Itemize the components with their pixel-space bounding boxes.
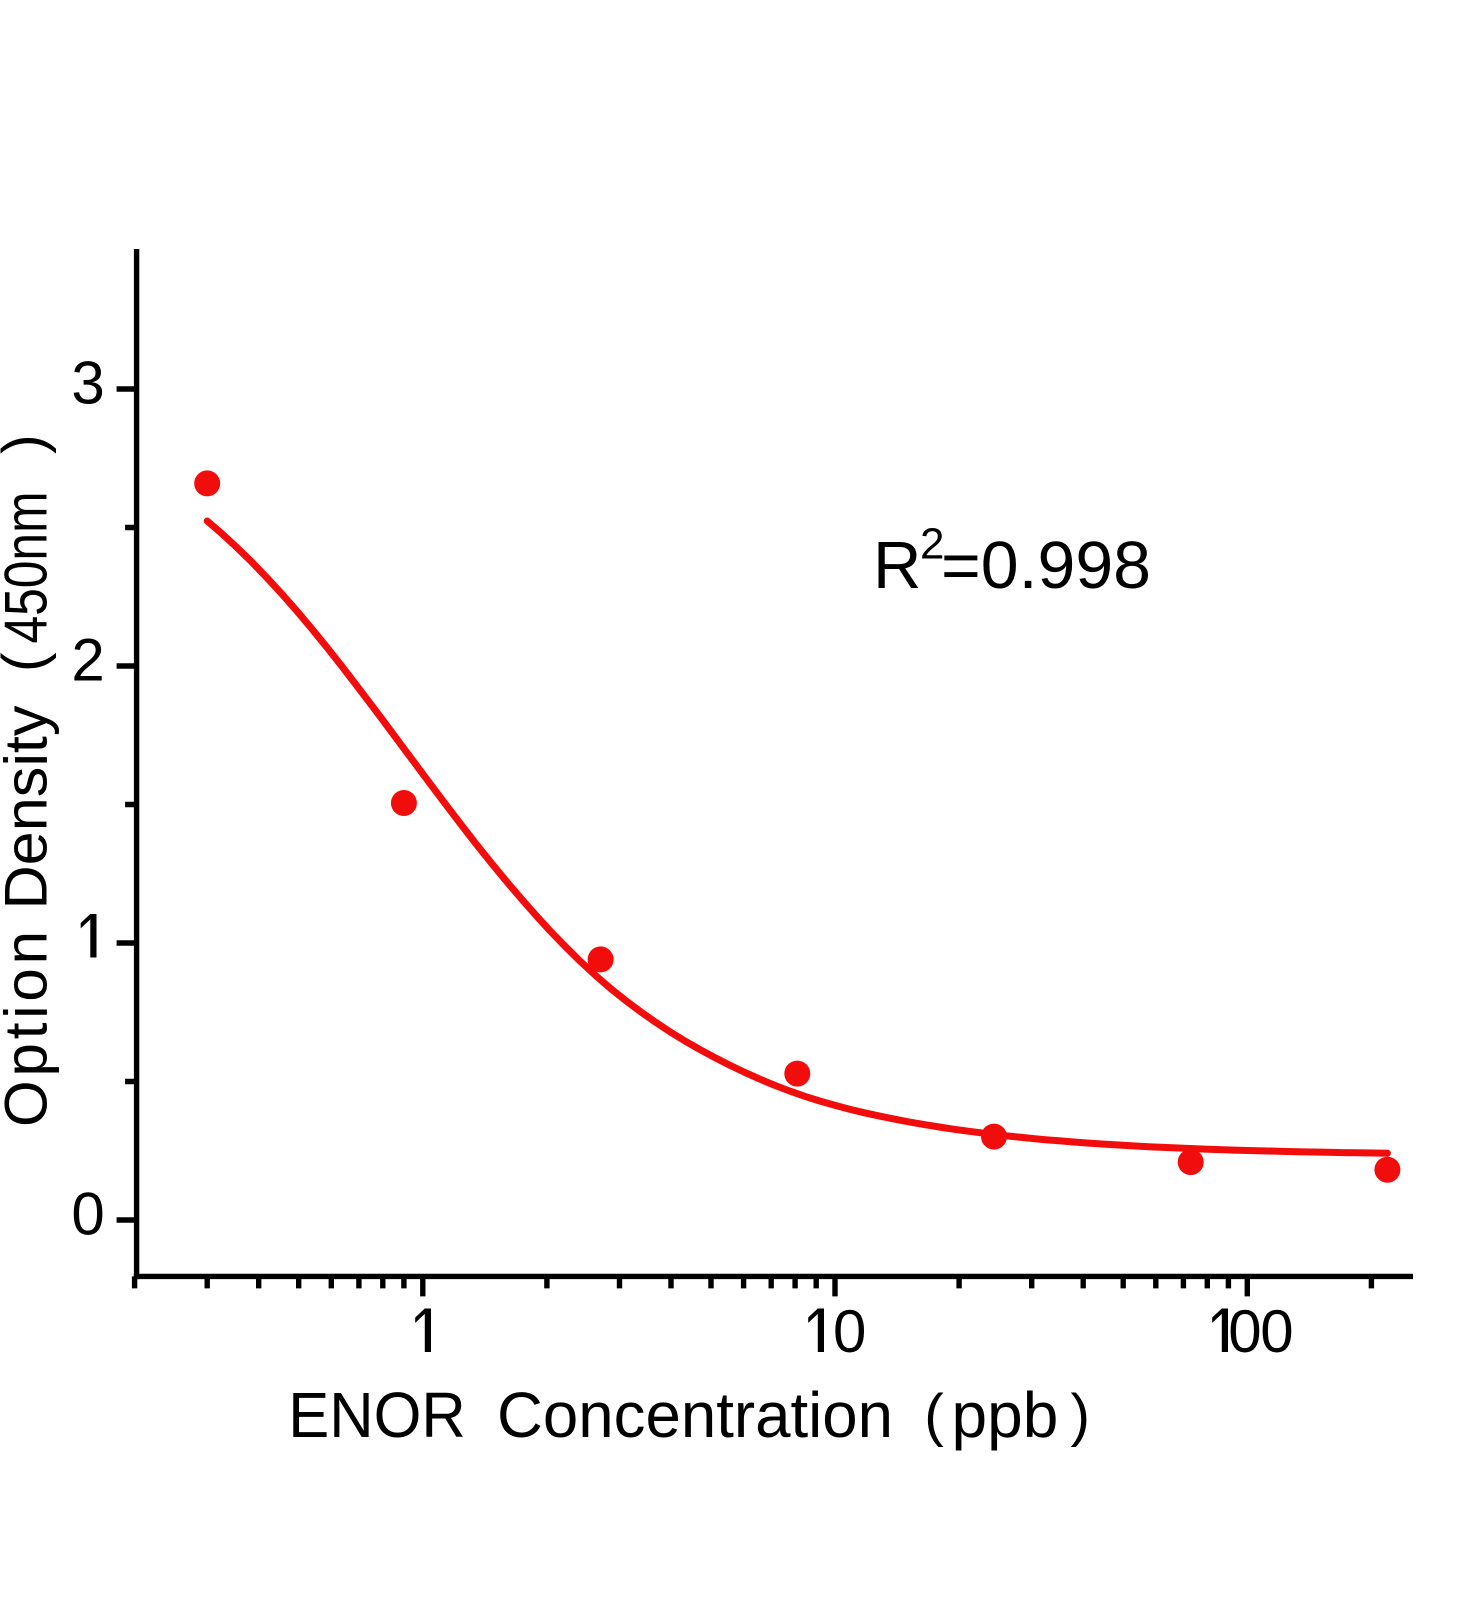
svg-text:): )	[1071, 1383, 1090, 1448]
svg-text:=0.998: =0.998	[941, 528, 1151, 603]
svg-text:0: 0	[71, 1181, 104, 1248]
svg-text:Option: Option	[0, 931, 59, 1127]
svg-text:ENOR: ENOR	[288, 1379, 466, 1451]
svg-text:ppb: ppb	[952, 1379, 1059, 1451]
svg-text:): )	[0, 434, 57, 454]
svg-text:(: (	[924, 1383, 944, 1448]
svg-text:3: 3	[71, 350, 104, 417]
svg-text:2: 2	[71, 627, 104, 694]
svg-text:R: R	[873, 528, 921, 603]
svg-text:0: 0	[833, 1298, 866, 1365]
svg-text:450nm: 450nm	[0, 492, 59, 644]
svg-text:Concentration: Concentration	[497, 1379, 893, 1451]
svg-text:0: 0	[1228, 1298, 1261, 1365]
svg-text:0: 0	[1260, 1298, 1293, 1365]
svg-text:(: (	[0, 652, 57, 672]
svg-text:Density: Density	[0, 706, 59, 910]
svg-text:2: 2	[920, 520, 944, 569]
